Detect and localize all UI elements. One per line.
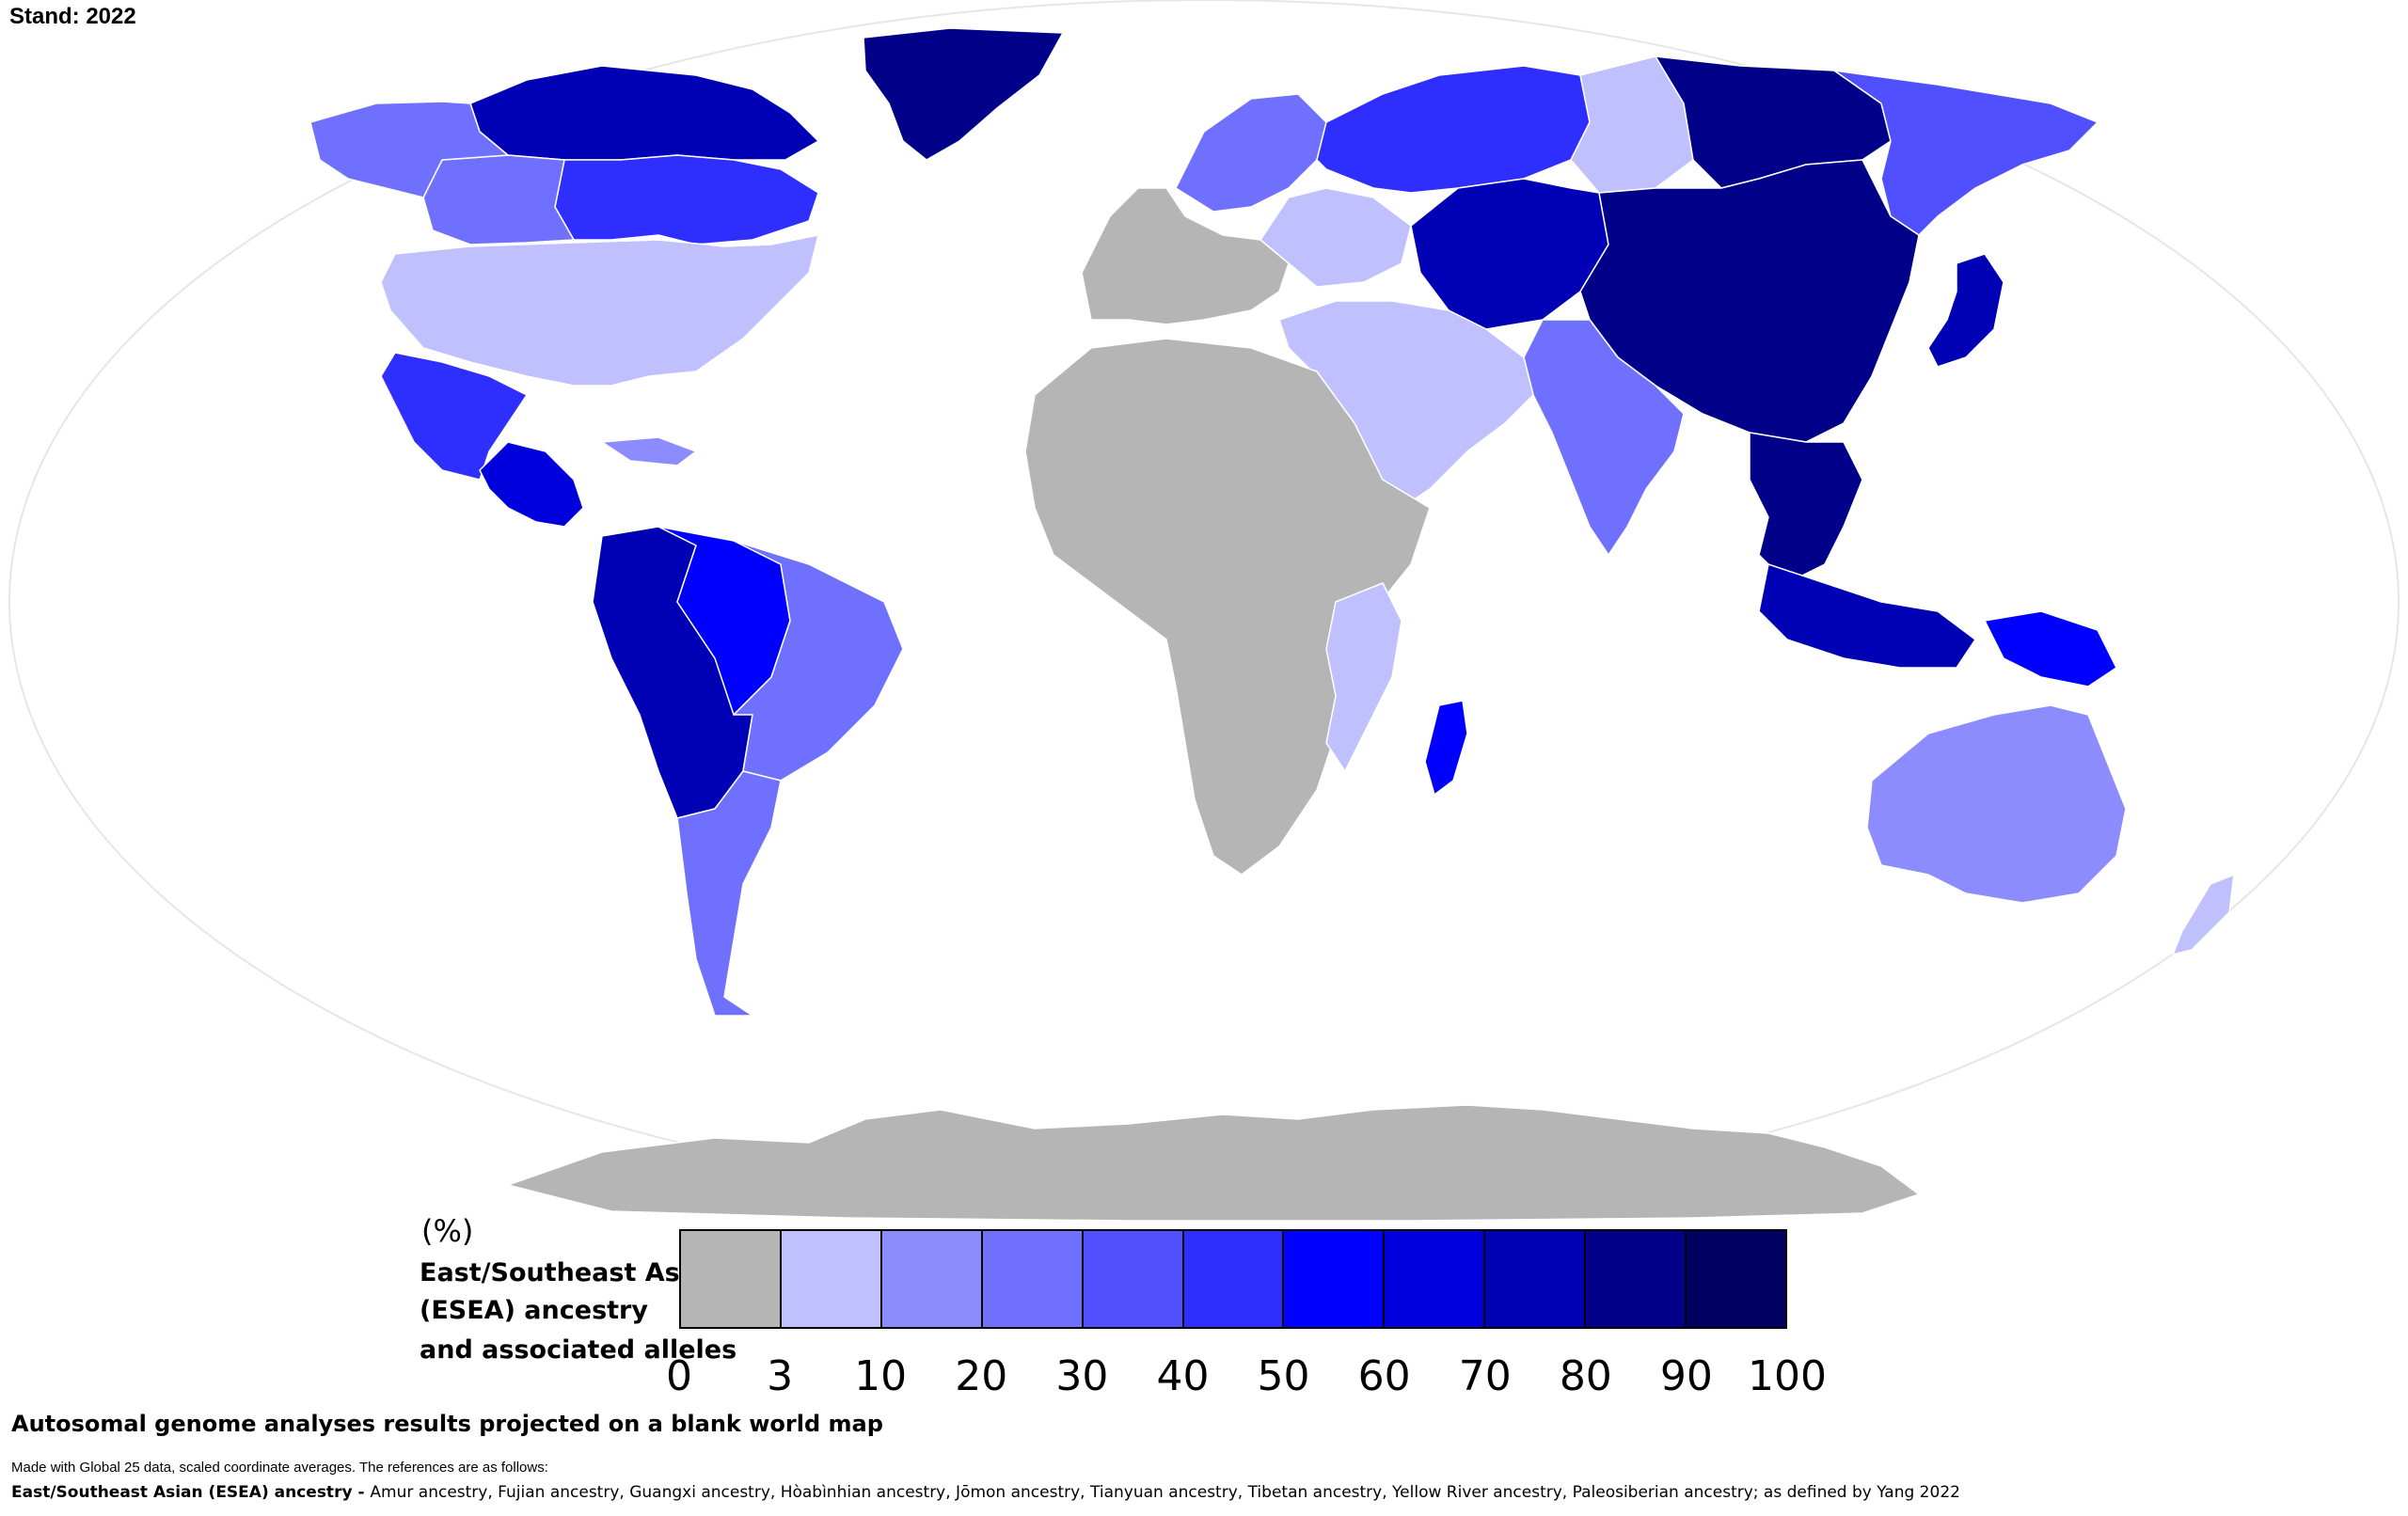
region-japan [1927,253,2004,368]
legend-swatch-0 [681,1231,782,1327]
legend-swatch-1 [781,1231,882,1327]
region-russia-far-east [1833,70,2099,236]
legend-tick-4: 30 [1055,1352,1109,1400]
legend-swatch-4 [1083,1231,1184,1327]
region-new-guinea [1984,610,2117,687]
legend-tick-3: 20 [955,1352,1008,1400]
region-canada-north [469,65,819,161]
legend-color-scale [679,1229,1787,1329]
region-eastern-europe [1259,187,1412,288]
legend-tick-11: 100 [1748,1352,1827,1400]
region-caribbean [601,436,697,466]
region-antarctica [507,1104,1920,1222]
region-southeast-asia [1749,432,1863,584]
region-australia [1866,704,2127,904]
legend-tick-1: 3 [767,1352,794,1400]
legend-swatch-7 [1385,1231,1486,1327]
legend-tick-2: 10 [854,1352,908,1400]
region-europe [1081,187,1290,325]
made-with-note: Made with Global 25 data, scaled coordin… [11,1460,548,1476]
region-shapes [309,27,2235,1222]
legend-tick-6: 50 [1257,1352,1310,1400]
legend-swatch-5 [1183,1231,1285,1327]
region-greenland [863,27,1064,161]
legend-tick-10: 90 [1659,1352,1713,1400]
legend-swatch-9 [1586,1231,1687,1327]
legend-title-line-2: (ESEA) ancestry [420,1296,648,1325]
map-caption: Autosomal genome analyses results projec… [11,1411,883,1437]
region-central-america [479,441,584,528]
legend-unit: (%) [421,1213,474,1249]
region-canada-west [422,154,575,245]
references-line: East/Southeast Asian (ESEA) ancestry - A… [11,1483,1960,1502]
region-madagascar [1424,700,1468,796]
legend-tick-7: 60 [1357,1352,1411,1400]
legend-tick-labels: 0 3 10 20 30 40 50 60 70 80 90 100 [0,1352,2408,1400]
region-central-asia [1410,178,1609,330]
region-usa [380,234,819,387]
region-east-africa [1325,582,1402,772]
stand-label: Stand: 2022 [9,4,136,29]
legend-tick-0: 0 [666,1352,692,1400]
region-southern-cone [676,770,782,1017]
legend-swatch-2 [881,1231,983,1327]
region-new-zealand [2172,874,2235,955]
legend-tick-5: 40 [1156,1352,1210,1400]
region-indonesia [1758,563,1976,669]
legend-tick-9: 80 [1559,1352,1612,1400]
references-text: Amur ancestry, Fujian ancestry, Guangxi … [370,1483,1960,1502]
references-label: East/Southeast Asian (ESEA) ancestry - [11,1483,371,1502]
legend-swatch-3 [982,1231,1084,1327]
region-india [1523,319,1685,556]
legend-swatch-6 [1284,1231,1386,1327]
legend-swatch-8 [1485,1231,1587,1327]
region-alaska [309,101,509,198]
legend-title-line-3: and associated alleles [420,1335,737,1365]
legend-title-line-1: East/Southeast Asian [420,1258,724,1287]
legend-swatch-10 [1687,1231,1785,1327]
region-russia-west [1316,65,1591,194]
world-map [8,0,2400,1222]
legend-tick-8: 70 [1458,1352,1512,1400]
region-canada-central [554,154,819,245]
